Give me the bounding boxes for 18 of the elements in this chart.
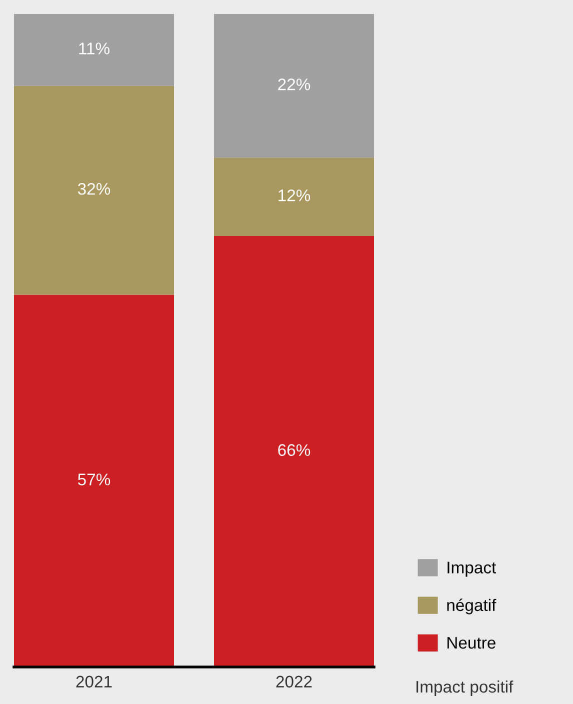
legend-label: Neutre	[448, 637, 496, 649]
bar	[214, 236, 374, 667]
data-label: 57%	[78, 474, 110, 486]
data-label: 66%	[278, 444, 310, 456]
legend-label: Impact	[448, 562, 496, 577]
data-label: 11%	[79, 42, 110, 54]
x-tick-label: 2022	[276, 676, 312, 688]
data-label: 12%	[278, 190, 310, 202]
bar	[14, 294, 174, 667]
bar	[214, 158, 374, 236]
data-label: 22%	[278, 78, 310, 90]
x-tick-label: 2021	[76, 676, 112, 688]
text: Impact positif	[416, 680, 514, 696]
bar	[214, 14, 374, 158]
data-label: 32%	[78, 182, 110, 195]
legend-label: négatif	[447, 598, 496, 614]
bar	[14, 14, 174, 86]
bar	[14, 86, 174, 295]
